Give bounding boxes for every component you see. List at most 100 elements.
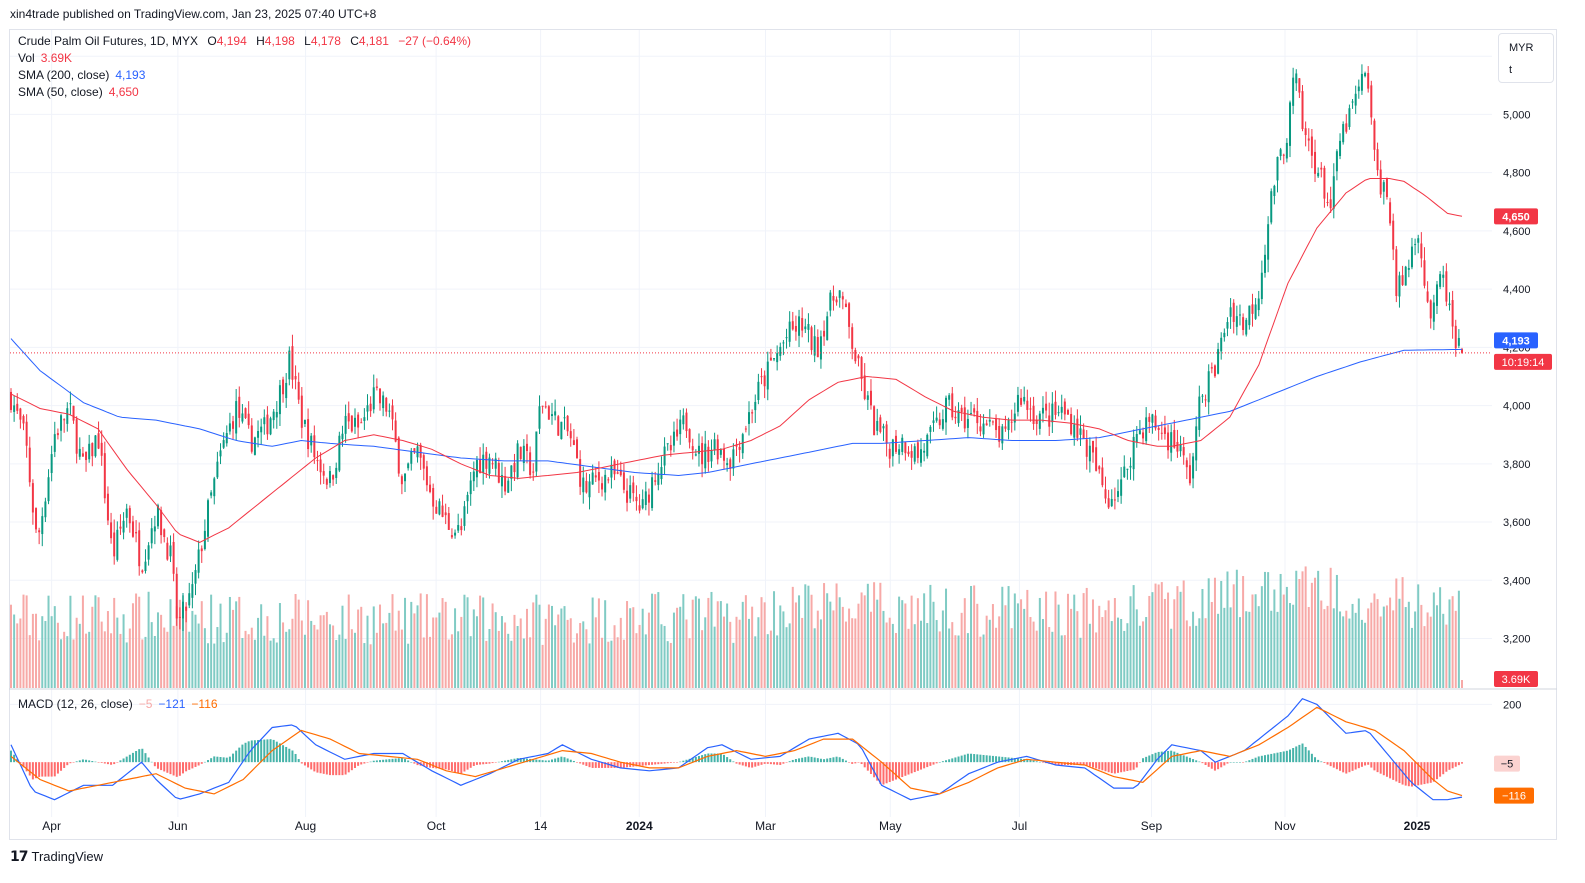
macd-histogram-bar (945, 760, 948, 763)
macd-histogram-bar (644, 762, 647, 766)
macd-histogram-bar (1192, 759, 1195, 763)
candle-body (557, 416, 560, 436)
macd-histogram-bar (119, 760, 122, 763)
volume-bar (697, 598, 700, 688)
volume-bar (1348, 618, 1351, 688)
volume-bar (369, 644, 372, 688)
macd-histogram-bar (328, 762, 331, 776)
macd-histogram-bar (1254, 757, 1257, 763)
symbol-legend[interactable]: Crude Palm Oil Futures, 1D, MYX O4,194 H… (18, 33, 471, 50)
macd-legend[interactable]: MACD (12, 26, close) −5 −121 −116 (18, 696, 218, 713)
candle-body (1091, 440, 1094, 453)
macd-histogram-bar (563, 757, 566, 763)
macd-histogram-bar (375, 760, 378, 763)
macd-histogram-bar (1163, 751, 1166, 763)
candle-body (135, 531, 138, 534)
candle-body (31, 483, 34, 513)
macd-histogram-bar (1110, 762, 1113, 774)
macd-histogram-bar (210, 758, 213, 763)
candles (10, 64, 1463, 631)
macd-histogram-bar (213, 756, 216, 763)
volume-bar (748, 618, 751, 688)
macd-histogram-bar (188, 762, 191, 770)
volume-bar (901, 600, 904, 688)
candle-body (250, 425, 253, 452)
volume-bar (816, 610, 819, 688)
candle-body (241, 413, 244, 422)
macd-histogram-bar (435, 762, 438, 769)
candle-body (1389, 202, 1392, 224)
symbol-name[interactable]: Crude Palm Oil Futures, 1D, MYX (18, 34, 199, 48)
footer-brand[interactable]: 𝟭𝟳 TradingView (10, 848, 103, 865)
macd-histogram-bar (597, 762, 600, 768)
volume-bar (341, 605, 344, 688)
volume-bar (701, 630, 704, 688)
macd-histogram-bar (816, 758, 819, 763)
volume-bar (1104, 610, 1107, 688)
candle-body (1292, 77, 1295, 106)
volume-legend[interactable]: Vol 3.69K (18, 50, 72, 67)
candle-body (222, 440, 225, 448)
currency-unit-selector[interactable]: MYR t (1498, 33, 1554, 83)
macd-histogram-bar (704, 754, 707, 763)
macd-histogram-bar (1376, 762, 1379, 773)
macd-histogram-bar (300, 762, 303, 764)
macd-histogram-bar (779, 762, 782, 765)
macd-histogram-bar (782, 762, 785, 764)
candle-body (94, 435, 97, 457)
volume-bar (873, 582, 876, 688)
macd-histogram-bar (616, 762, 619, 768)
sma50-legend[interactable]: SMA (50, close) 4,650 (18, 84, 139, 101)
volume-bar (1091, 599, 1094, 688)
candle-body (691, 446, 694, 451)
volume-bar (228, 596, 231, 688)
sma200-legend[interactable]: SMA (200, close) 4,193 (18, 67, 145, 84)
macd-histogram-bar (366, 762, 369, 763)
candle-body (1173, 430, 1176, 448)
volume-bar (538, 604, 541, 688)
volume-bar (344, 638, 347, 688)
macd-histogram-bar (1098, 762, 1101, 770)
candle-body (550, 414, 553, 417)
macd-histogram-bar (769, 762, 772, 765)
candle-body (425, 466, 428, 486)
macd-histogram-bar (726, 757, 729, 763)
candle-body (788, 321, 791, 342)
candle-body (1066, 410, 1069, 415)
candle-body (626, 490, 629, 503)
macd-histogram-bar (582, 762, 585, 765)
macd-histogram-bar (1220, 762, 1223, 768)
candle-body (851, 327, 854, 349)
volume-bar (485, 640, 488, 688)
volume-bar (319, 615, 322, 688)
candle-body (1385, 178, 1388, 198)
volume-bar (1414, 611, 1417, 688)
volume-bar (257, 617, 260, 688)
candle-body (1182, 447, 1185, 456)
time-axis[interactable]: Apr Jun Aug Oct 14 2024 Mar May Jul Sep Nov 2025 (42, 819, 1430, 833)
volume-bar (1401, 577, 1404, 688)
candle-body (210, 492, 213, 496)
candle-body (153, 526, 156, 532)
volume-bar (125, 642, 128, 688)
volume-bar (773, 591, 776, 688)
volume-bar (31, 613, 34, 688)
volume-bar (516, 626, 519, 688)
macd-histogram-bar (257, 740, 260, 763)
price-tick-label: 4,800 (1503, 168, 1531, 180)
candle-body (1307, 138, 1310, 141)
volume-bar (297, 599, 300, 688)
volume-bar (632, 607, 635, 688)
volume-bar (300, 620, 303, 688)
volume-bar (1345, 610, 1348, 688)
volume-bar (957, 635, 960, 688)
candle-body (1279, 149, 1282, 157)
macd-histogram-bar (372, 760, 375, 763)
volume-bar (1357, 598, 1360, 688)
candle-body (457, 525, 460, 531)
macd-histogram-bar (491, 762, 494, 764)
price-axis[interactable]: 3,2003,4003,6003,8004,0004,2004,4004,600… (1503, 51, 1531, 711)
volume-bar (454, 608, 457, 688)
volume-bar (163, 627, 166, 688)
